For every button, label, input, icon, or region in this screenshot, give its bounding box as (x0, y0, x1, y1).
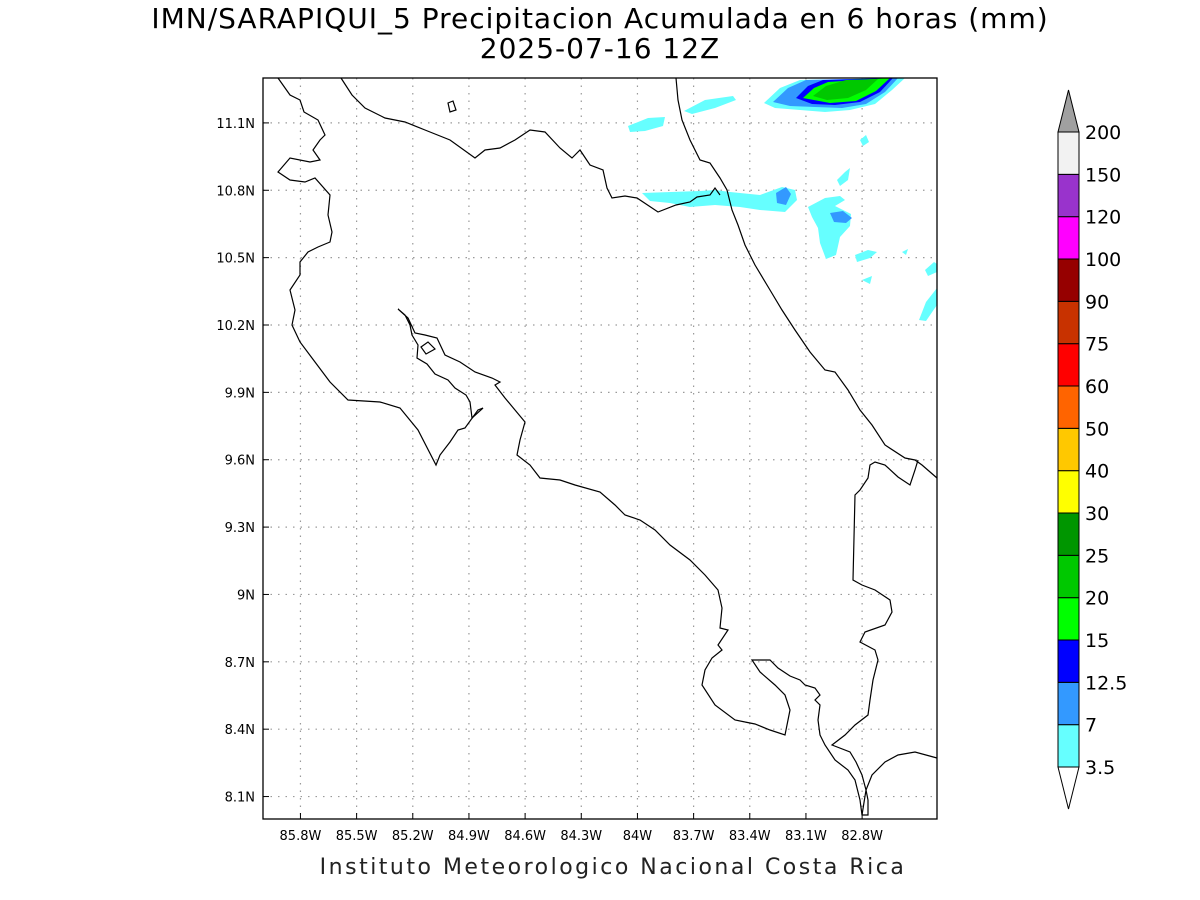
coastlines-borders (277, 77, 938, 816)
precip-area-3.5 (837, 168, 850, 186)
colorbar-swatch (1057, 300, 1080, 345)
precip-area-3.5 (862, 276, 872, 284)
colorbar: 3.5 7 12.5 15 20 25 30 40 50 60 75 90 100 120 150 200 (1057, 89, 1127, 810)
colorbar-swatch (1057, 724, 1080, 768)
x-tick-label: 83.7W (673, 829, 715, 844)
colorbar-swatch (1057, 470, 1080, 514)
precip-area-7 (776, 187, 791, 205)
y-tick-label: 9.9N (225, 386, 255, 401)
colorbar-level-label: 90 (1085, 291, 1109, 313)
precip-area-20 (813, 79, 878, 100)
y-tick-label: 11.1N (216, 117, 255, 132)
colorbar-level-label: 100 (1085, 249, 1121, 271)
latitude-ticks: 11.1N 10.8N 10.5N 10.2N 9.9N 9.6N 9.3N 9N 8.7N 8.… (216, 117, 269, 806)
y-tick-label: 8.1N (225, 791, 255, 806)
precip-area-3.5 (684, 96, 736, 114)
colorbar-level-label: 30 (1085, 503, 1109, 525)
x-tick-label: 85.8W (280, 829, 322, 844)
y-tick-label: 9.6N (225, 454, 255, 469)
colorbar-level-label: 200 (1085, 122, 1121, 144)
x-tick-label: 84.3W (560, 829, 602, 844)
colorbar-level-label: 60 (1085, 376, 1109, 398)
precip-area-3.5 (919, 288, 937, 321)
colorbar-level-label: 150 (1085, 164, 1121, 186)
y-tick-label: 9.3N (225, 521, 255, 536)
colorbar-level-label: 3.5 (1085, 757, 1115, 779)
precip-area-3.5 (925, 262, 937, 276)
colorbar-level-label: 40 (1085, 461, 1109, 483)
map-valid-time: 2025-07-16 12Z (479, 32, 721, 65)
y-tick-label: 8.7N (225, 656, 255, 671)
colorbar-swatch (1057, 427, 1080, 472)
colorbar-swatch (1057, 597, 1080, 641)
panama-border (744, 459, 919, 816)
x-tick-label: 83.1W (785, 829, 827, 844)
colorbar-level-label: 25 (1085, 545, 1109, 567)
y-tick-label: 10.2N (216, 319, 255, 334)
x-tick-label: 85.5W (336, 829, 378, 844)
small-island (420, 341, 436, 355)
colorbar-swatch (1057, 554, 1080, 599)
colorbar-under-arrow (1057, 766, 1080, 810)
colorbar-level-label: 12.5 (1085, 672, 1127, 694)
x-tick-label: 82.8W (841, 829, 883, 844)
colorbar-level-label: 120 (1085, 207, 1121, 229)
footer-credit: Instituto Meteorologico Nacional Costa R… (319, 855, 907, 880)
colorbar-swatch (1057, 681, 1080, 726)
small-islet-north (447, 100, 457, 113)
precipitation-shading (628, 78, 937, 321)
map-background (263, 78, 937, 819)
precip-area-3.5 (628, 117, 665, 132)
colorbar-swatch (1057, 639, 1080, 683)
coast-nicoya (397, 308, 746, 723)
longitude-ticks: 85.8W 85.5W 85.2W 84.9W 84.6W 84.3W 84W 83.7W 83… (280, 813, 883, 844)
colorbar-swatch (1057, 385, 1080, 429)
colorbar-swatch (1057, 343, 1080, 387)
caribbean-coast-north (675, 77, 938, 479)
x-tick-label: 85.2W (392, 829, 434, 844)
lake-nicaragua-shore (277, 77, 484, 467)
x-tick-label: 84.6W (504, 829, 546, 844)
colorbar-swatch (1057, 258, 1080, 302)
colorbar-swatch (1057, 216, 1080, 260)
precip-area-3.5 (855, 250, 877, 262)
x-tick-label: 83.4W (729, 829, 771, 844)
colorbar-level-label: 7 (1085, 715, 1097, 737)
colorbar-level-label: 75 (1085, 334, 1109, 356)
colorbar-over-arrow (1057, 89, 1080, 133)
y-tick-label: 8.4N (225, 723, 255, 738)
coast-south-east (861, 751, 938, 816)
y-tick-label: 9N (237, 588, 255, 603)
colorbar-level-label: 15 (1085, 630, 1109, 652)
precip-area-3.5 (860, 135, 869, 146)
x-tick-label: 84W (623, 829, 653, 844)
precip-area-3.5 (902, 249, 908, 255)
precip-area-3.5 (642, 187, 797, 212)
colorbar-level-label: 20 (1085, 588, 1109, 610)
map-frame (262, 77, 938, 820)
map-panel: 85.8W 85.5W 85.2W 84.9W 84.6W 84.3W 84W 83.7W 83… (216, 77, 938, 844)
precip-area-7 (830, 211, 852, 223)
colorbar-level-label: 50 (1085, 418, 1109, 440)
y-tick-label: 10.5N (216, 252, 255, 267)
colorbar-swatch (1057, 173, 1080, 218)
colorbar-swatch (1057, 131, 1080, 175)
x-tick-label: 84.9W (448, 829, 490, 844)
colorbar-swatch (1057, 512, 1080, 556)
san-juan-river-border (340, 77, 721, 213)
y-tick-label: 10.8N (216, 184, 255, 199)
map-title: IMN/SARAPIQUI_5 Precipitacion Acumulada … (151, 2, 1049, 35)
